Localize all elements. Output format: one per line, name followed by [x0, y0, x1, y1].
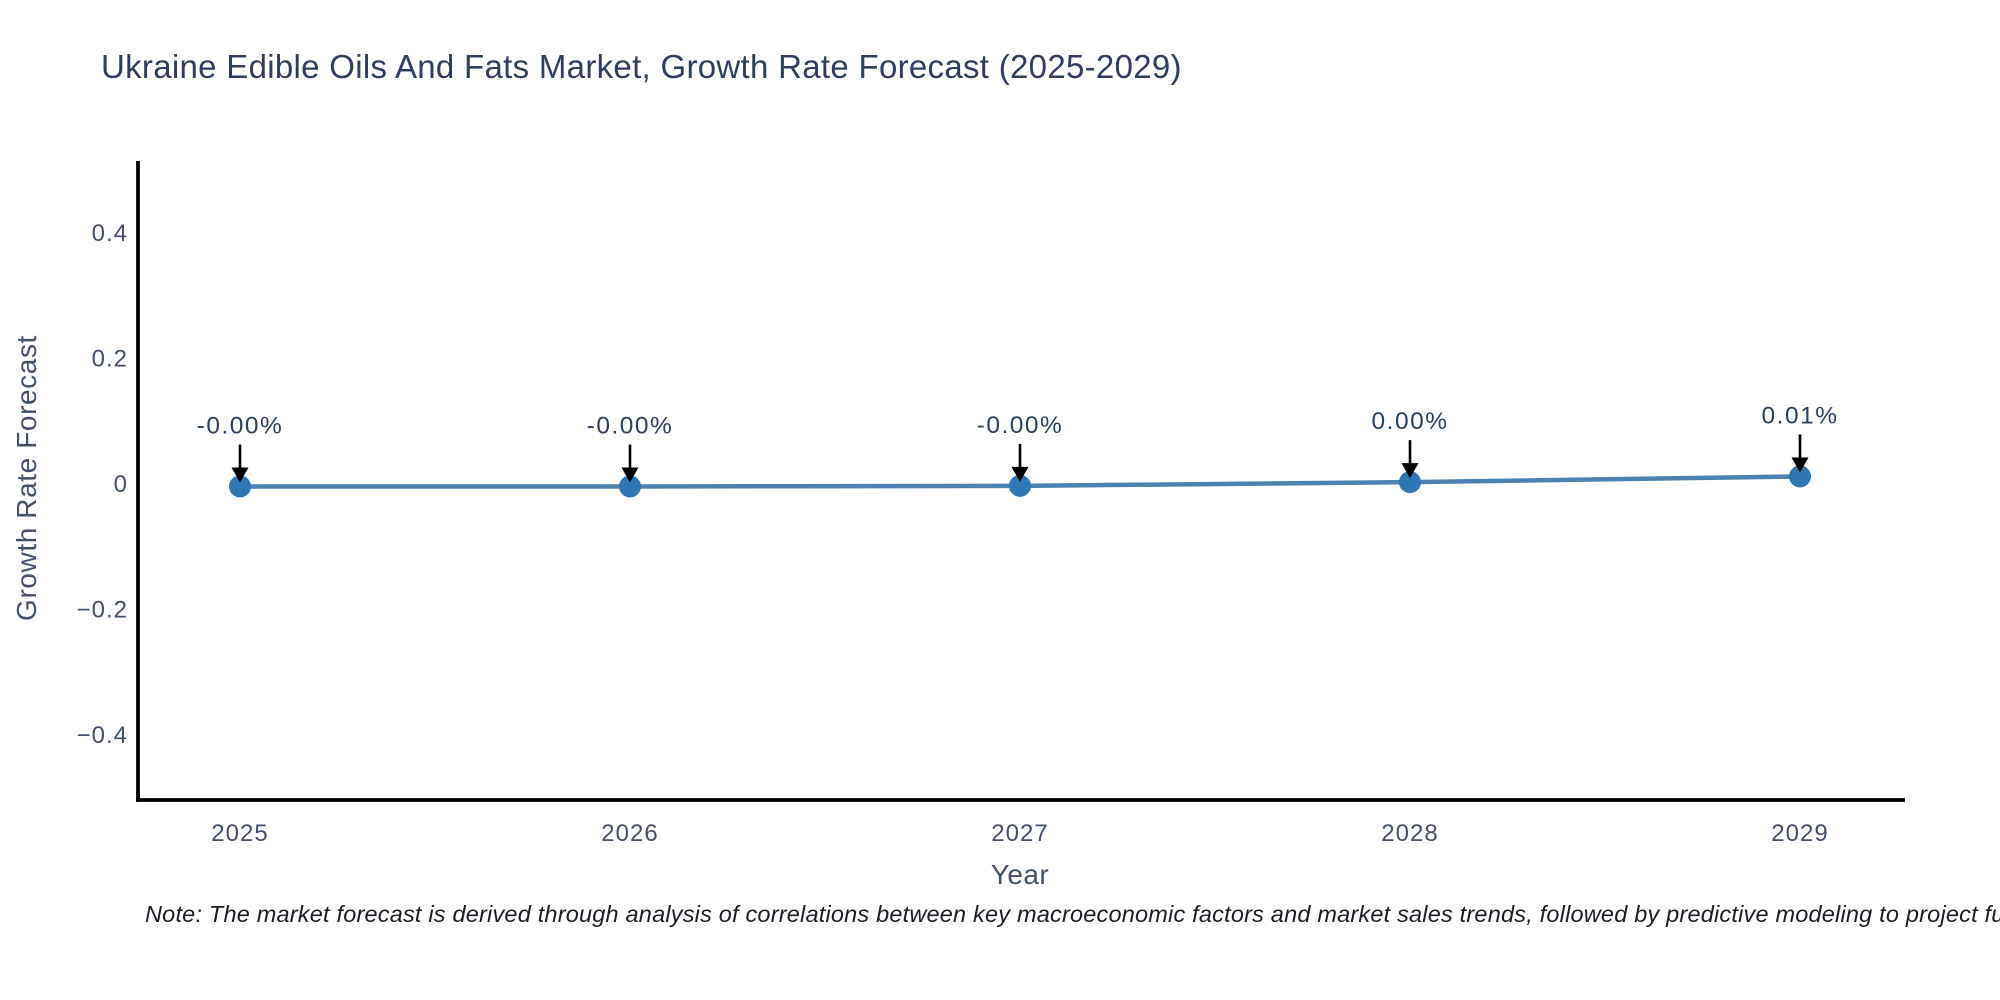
x-tick-label: 2025	[211, 820, 268, 847]
x-tick-label: 2029	[1771, 820, 1828, 847]
data-point-marker	[1789, 465, 1811, 488]
data-point-label: -0.00%	[587, 413, 674, 440]
annotation-arrowhead	[1401, 463, 1419, 479]
data-point-label: 0.00%	[1372, 408, 1449, 435]
y-tick-label: −0.2	[77, 597, 128, 624]
data-point-marker	[229, 475, 251, 498]
annotation-arrowhead	[231, 467, 249, 483]
y-tick-label: −0.4	[77, 722, 128, 749]
data-point-marker	[1009, 474, 1031, 497]
x-axis-title: Year	[990, 859, 1050, 890]
x-tick-label: 2027	[991, 820, 1048, 847]
data-point-marker	[1399, 471, 1421, 494]
data-point-marker	[619, 475, 641, 498]
annotation-arrowhead	[1791, 457, 1809, 473]
y-axis-title: Growth Rate Forecast	[11, 335, 42, 621]
x-tick-label: 2028	[1381, 820, 1438, 847]
data-point-label: 0.01%	[1762, 402, 1839, 429]
y-tick-label: 0.2	[92, 346, 128, 373]
annotation-arrowhead	[621, 467, 639, 483]
data-point-label: -0.00%	[977, 412, 1064, 439]
y-tick-label: 0.4	[92, 220, 128, 247]
footnote-text: Note: The market forecast is derived thr…	[145, 901, 2000, 927]
annotation-arrowhead	[1011, 466, 1029, 482]
chart-title: Ukraine Edible Oils And Fats Market, Gro…	[101, 48, 1182, 85]
y-tick-label: 0	[114, 471, 128, 498]
x-tick-label: 2026	[601, 820, 658, 847]
data-point-label: -0.00%	[197, 413, 284, 440]
